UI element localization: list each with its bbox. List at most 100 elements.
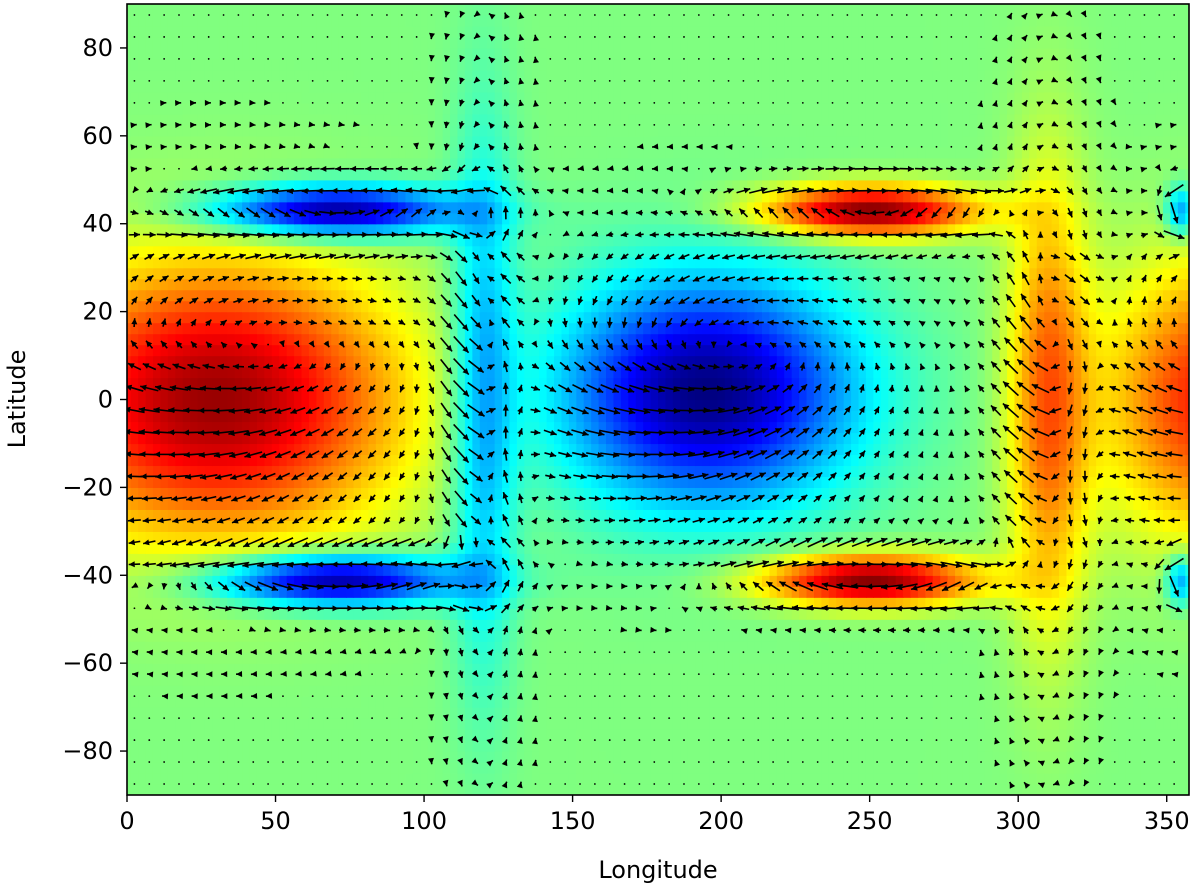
heatmap-cell: [383, 465, 392, 478]
heatmap-cell: [316, 465, 325, 478]
heatmap-cell: [1073, 707, 1082, 719]
heatmap-cell: [873, 718, 882, 730]
heatmap-cell: [279, 520, 288, 532]
heatmap-cell: [717, 619, 726, 631]
heatmap-cell: [175, 685, 184, 697]
heatmap-cell: [620, 608, 629, 620]
heatmap-cell: [1125, 597, 1134, 609]
heatmap-cell: [1177, 762, 1186, 774]
heatmap-cell: [360, 674, 369, 686]
heatmap-cell: [635, 773, 644, 785]
heatmap-cell: [984, 421, 993, 434]
heatmap-cell: [635, 707, 644, 719]
heatmap-cell: [932, 476, 941, 488]
heatmap-cell: [472, 542, 481, 554]
heatmap-cell: [1155, 652, 1164, 664]
heatmap-cell: [450, 641, 459, 653]
heatmap-cell: [360, 641, 369, 653]
heatmap-cell: [821, 751, 830, 763]
heatmap-cell: [776, 487, 785, 499]
heatmap-cell: [152, 773, 162, 785]
heatmap-cell: [709, 729, 719, 741]
heatmap-cell: [457, 531, 466, 543]
heatmap-cell: [955, 465, 964, 478]
heatmap-cell: [279, 674, 288, 686]
heatmap-cell: [152, 619, 162, 631]
heatmap-cell: [175, 696, 184, 708]
heatmap-cell: [880, 531, 889, 543]
heatmap-cell: [917, 608, 926, 620]
heatmap-cell: [539, 564, 548, 576]
heatmap-cell: [175, 432, 184, 445]
heatmap-cell: [264, 531, 273, 543]
heatmap-cell: [249, 784, 258, 795]
heatmap-cell: [672, 564, 681, 576]
heatmap-cell: [606, 410, 615, 423]
heatmap-cell: [695, 784, 704, 795]
heatmap-cell: [323, 740, 332, 752]
heatmap-cell: [197, 784, 206, 795]
heatmap-cell: [412, 421, 421, 434]
heatmap-cell: [301, 630, 310, 642]
heatmap-cell: [539, 410, 548, 423]
heatmap-cell: [925, 443, 934, 456]
heatmap-cell: [984, 641, 993, 653]
heatmap-cell: [494, 564, 503, 576]
heatmap-cell: [464, 619, 473, 631]
heatmap-cell: [658, 520, 667, 532]
heatmap-cell: [754, 663, 763, 675]
heatmap-cell: [494, 487, 503, 499]
heatmap-cell: [969, 465, 978, 478]
heatmap-cell: [561, 784, 570, 795]
heatmap-cell: [1170, 751, 1179, 763]
heatmap-cell: [955, 421, 964, 434]
heatmap-cell: [1021, 553, 1030, 565]
heatmap-cell: [405, 476, 414, 488]
heatmap-cell: [435, 707, 444, 719]
heatmap-cell: [427, 454, 436, 467]
heatmap-cell: [130, 432, 139, 445]
heatmap-cell: [502, 707, 511, 719]
heatmap-cell: [1185, 751, 1189, 763]
heatmap-cell: [390, 652, 399, 664]
heatmap-cell: [279, 696, 288, 708]
heatmap-cell: [895, 487, 904, 499]
heatmap-cell: [561, 674, 570, 686]
heatmap-cell: [828, 586, 837, 598]
heatmap-cell: [182, 685, 191, 697]
heatmap-cell: [234, 619, 243, 631]
heatmap-cell: [279, 608, 288, 620]
heatmap-cell: [1193, 575, 1200, 587]
heatmap-cell: [843, 443, 852, 456]
heatmap-cell: [969, 619, 978, 631]
heatmap-cell: [702, 553, 711, 565]
heatmap-cell: [175, 718, 184, 730]
heatmap-cell: [1007, 707, 1016, 719]
heatmap-cell: [1007, 498, 1016, 510]
heatmap-cell: [799, 630, 808, 642]
heatmap-cell: [442, 520, 451, 532]
heatmap-cell: [687, 630, 696, 642]
heatmap-cell: [353, 784, 362, 795]
heatmap-cell: [531, 553, 540, 565]
heatmap-cell: [791, 707, 800, 719]
heatmap-cell: [227, 410, 236, 423]
heatmap-cell: [999, 432, 1008, 445]
heatmap-cell: [620, 696, 629, 708]
heatmap-cell: [375, 729, 384, 741]
heatmap-cell: [1125, 740, 1134, 752]
heatmap-cell: [390, 586, 399, 598]
heatmap-cell: [494, 707, 503, 719]
heatmap-cell: [212, 751, 221, 763]
heatmap-cell: [1155, 707, 1164, 719]
heatmap-cell: [739, 542, 748, 554]
heatmap-cell: [1163, 707, 1172, 719]
heatmap-cell: [1066, 597, 1075, 609]
heatmap-cell: [294, 608, 303, 620]
heatmap-cell: [152, 575, 162, 587]
heatmap-cell: [813, 740, 822, 752]
heatmap-cell: [346, 542, 355, 554]
heatmap-cell: [1185, 663, 1189, 675]
heatmap-cell: [583, 696, 592, 708]
heatmap-cell: [1007, 608, 1016, 620]
